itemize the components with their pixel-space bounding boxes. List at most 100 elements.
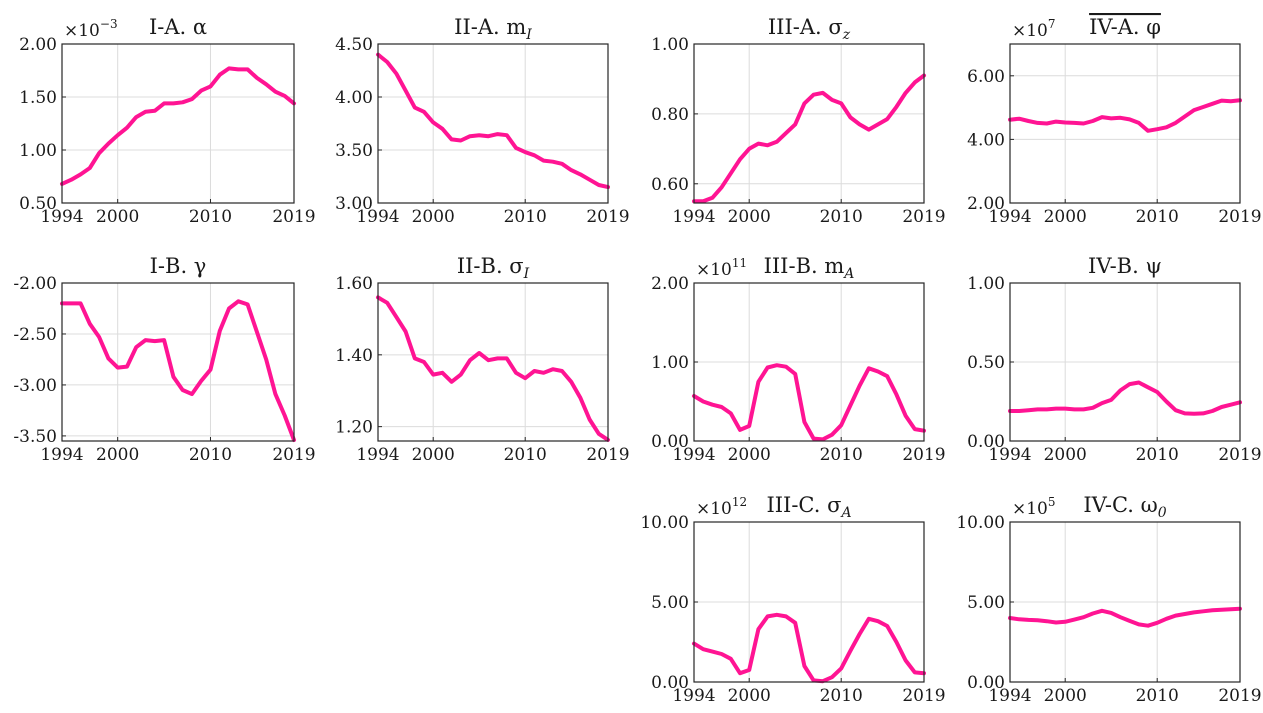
axis-multiplier: ×1012 xyxy=(696,495,747,519)
y-tick-label: 10.00 xyxy=(640,513,689,533)
y-tick-label: 6.00 xyxy=(967,67,1005,87)
series-line xyxy=(692,73,926,204)
series-line xyxy=(1008,380,1242,416)
plot-frame xyxy=(377,282,609,442)
panel-i-b: 1994 2000 2010 2019 -3.50 -3.00 -2.50 -2.00 I-B.… xyxy=(13,254,315,465)
y-tick-label: 1.20 xyxy=(335,418,373,438)
x-tick-label: 1994 xyxy=(988,445,1031,465)
plot-frame xyxy=(693,43,925,204)
y-tick-label: 4.50 xyxy=(335,35,373,55)
x-tick-label: 1994 xyxy=(356,445,399,465)
x-tick-label: 2019 xyxy=(902,207,945,227)
panel-title: II-B. σI xyxy=(457,254,530,282)
y-tick-label: 0.00 xyxy=(967,432,1005,452)
x-tick-label: 1994 xyxy=(988,686,1031,706)
x-tick-label: 2010 xyxy=(1136,445,1179,465)
panel-title: II-A. mI xyxy=(454,15,532,43)
x-tick-label: 1994 xyxy=(672,207,715,227)
panel-title: IV-C. ω0 xyxy=(1083,493,1166,521)
x-tick-label: 2010 xyxy=(820,686,863,706)
y-tick-label: 4.00 xyxy=(967,130,1005,150)
y-tick-label: 0.50 xyxy=(967,353,1005,373)
panel-title: III-B. mA xyxy=(764,254,855,282)
y-tick-label: 10.00 xyxy=(956,513,1005,533)
y-tick-label: 0.50 xyxy=(19,194,57,214)
y-tick-label: 2.00 xyxy=(651,274,689,294)
axis-multiplier: ×107 xyxy=(1012,17,1056,41)
x-tick-label: 2010 xyxy=(504,207,547,227)
y-tick-label: 0.00 xyxy=(967,673,1005,693)
title-subscript: I xyxy=(525,27,532,43)
series-line xyxy=(376,295,610,442)
panel-title: III-C. σA xyxy=(766,493,851,521)
panel-iii-a: 1994 2000 2010 2019 0.60 0.80 1.00 III-A. σz xyxy=(651,15,945,227)
series-line xyxy=(692,612,926,684)
x-tick-label: 2010 xyxy=(1136,686,1179,706)
y-tick-label: 1.00 xyxy=(651,353,689,373)
x-tick-label: 2019 xyxy=(1218,207,1261,227)
series-line xyxy=(60,66,296,186)
x-tick-label: 2010 xyxy=(820,207,863,227)
panel-title: IV-A. φ xyxy=(1089,15,1161,39)
panel-title: IV-B. ψ xyxy=(1088,254,1162,278)
x-tick-label: 2019 xyxy=(902,445,945,465)
panel-ii-a: 1994 2000 2010 2019 3.00 3.50 4.00 4.50 II-A. mI xyxy=(335,15,629,227)
x-tick-label: 2010 xyxy=(504,445,547,465)
y-tick-label: 3.00 xyxy=(335,194,373,214)
y-tick-label: 3.50 xyxy=(335,141,373,161)
title-subscript: z xyxy=(842,27,851,43)
y-tick-label: -3.00 xyxy=(13,376,57,396)
y-tick-label: 1.40 xyxy=(335,346,373,366)
x-tick-label: 2000 xyxy=(728,207,771,227)
x-tick-label: 2000 xyxy=(412,207,455,227)
axis-multiplier: ×1011 xyxy=(696,256,747,280)
x-tick-label: 2000 xyxy=(1044,207,1087,227)
x-tick-label: 2000 xyxy=(96,445,139,465)
series-line xyxy=(1008,606,1242,628)
panel-ii-b: 1994 2000 2010 2019 1.20 1.40 1.60 II-B. σI xyxy=(335,254,629,465)
x-tick-label: 2000 xyxy=(1044,445,1087,465)
panel-i-a: 1994 2000 2010 2019 0.50 1.00 1.50 2.00 ×10−3 I-A… xyxy=(19,15,315,227)
axis-multiplier: ×10−3 xyxy=(64,17,118,41)
multiplier-exponent: 11 xyxy=(732,256,747,270)
x-tick-label: 1994 xyxy=(40,445,83,465)
y-tick-label: 0.60 xyxy=(651,175,689,195)
series-line xyxy=(376,52,610,190)
y-tick-label: 2.00 xyxy=(967,194,1005,214)
x-tick-label: 1994 xyxy=(40,207,83,227)
x-tick-label: 2010 xyxy=(189,207,232,227)
y-tick-label: 4.00 xyxy=(335,88,373,108)
x-tick-label: 1994 xyxy=(672,445,715,465)
title-subscript: I xyxy=(523,266,530,282)
x-tick-label: 2019 xyxy=(1218,686,1261,706)
panel-title: III-A. σz xyxy=(768,15,851,43)
x-tick-label: 2000 xyxy=(412,445,455,465)
y-tick-label: 1.00 xyxy=(967,274,1005,294)
y-tick-label: 1.60 xyxy=(335,274,373,294)
y-tick-label: -2.50 xyxy=(13,325,57,345)
y-tick-label: 0.80 xyxy=(651,105,689,125)
panel-title: I-A. α xyxy=(149,15,207,39)
y-tick-label: 1.00 xyxy=(651,35,689,55)
x-tick-label: 2010 xyxy=(820,445,863,465)
x-tick-label: 2019 xyxy=(902,686,945,706)
x-tick-label: 2000 xyxy=(1044,686,1087,706)
title-subscript: 0 xyxy=(1158,505,1167,521)
series-line xyxy=(1008,98,1242,133)
y-tick-label: 2.00 xyxy=(19,35,57,55)
plot-frame xyxy=(1009,43,1241,204)
x-tick-label: 2019 xyxy=(272,207,315,227)
y-tick-label: -3.50 xyxy=(13,427,57,447)
x-tick-label: 2019 xyxy=(1218,445,1261,465)
multiplier-exponent: −3 xyxy=(100,17,118,31)
y-tick-label: 5.00 xyxy=(651,593,689,613)
panel-iii-c: 1994 2000 2010 2019 0.00 5.00 10.00 ×1012 III-C.… xyxy=(640,493,945,706)
plot-frame xyxy=(377,43,609,204)
multiplier-exponent: 5 xyxy=(1048,495,1056,509)
y-tick-label: 0.00 xyxy=(651,673,689,693)
x-tick-label: 2000 xyxy=(728,686,771,706)
series-line xyxy=(60,299,296,442)
x-tick-label: 2000 xyxy=(96,207,139,227)
panel-title: I-B. γ xyxy=(150,254,207,278)
